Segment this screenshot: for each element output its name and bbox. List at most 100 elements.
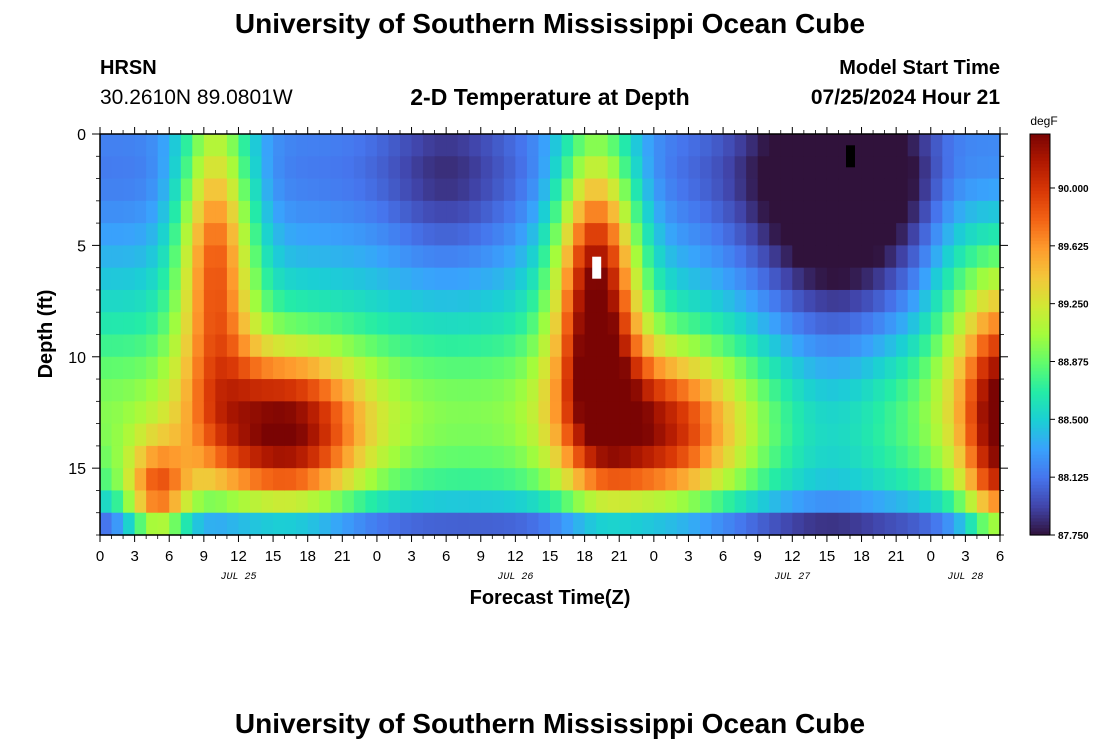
heatmap-cell [896, 401, 909, 425]
heatmap-cell [457, 468, 470, 492]
heatmap-cell [896, 134, 909, 157]
heatmap-cell [284, 445, 297, 469]
heatmap-cell [965, 289, 978, 313]
colorbar-segment [1030, 327, 1050, 332]
heatmap-cell [365, 156, 378, 180]
heatmap-cell [757, 512, 770, 536]
heatmap-cell [873, 379, 886, 402]
heatmap-cell [238, 223, 251, 246]
heatmap-cell [953, 356, 966, 380]
heatmap-cell [226, 512, 240, 536]
heatmap-cell [215, 423, 228, 447]
heatmap-cell [757, 312, 770, 336]
heatmap-cell [919, 379, 932, 402]
heatmap-cell [861, 267, 874, 291]
heatmap-cell [203, 134, 216, 157]
heatmap-cell [884, 423, 897, 447]
heatmap-cell [457, 223, 470, 246]
heatmap-cell [907, 356, 920, 380]
heatmap-cell [180, 134, 193, 157]
heatmap-cell [723, 490, 736, 514]
heatmap-cell [953, 178, 966, 202]
heatmap-cell [630, 445, 643, 469]
heatmap-cell [123, 178, 136, 202]
heatmap-cell [376, 267, 390, 291]
heatmap-cell [469, 423, 482, 447]
heatmap-cell [423, 468, 436, 492]
heatmap-cell [676, 468, 690, 492]
heatmap-cell [700, 289, 713, 313]
heatmap-cell [111, 134, 124, 157]
heatmap-cell [688, 223, 701, 246]
heatmap-cell [711, 223, 724, 246]
heatmap-cell [607, 312, 620, 336]
heatmap-cell [319, 134, 332, 157]
heatmap-cell [146, 334, 159, 358]
heatmap-cell [630, 200, 643, 224]
heatmap-cell [423, 312, 436, 336]
heatmap-cell [261, 134, 274, 157]
heatmap-cell [226, 423, 240, 447]
heatmap-cell [157, 267, 170, 291]
heatmap-cell [723, 200, 736, 224]
heatmap-cell [365, 334, 378, 358]
heatmap-cell [653, 134, 666, 157]
heatmap-cell [757, 200, 770, 224]
heatmap-cell [561, 200, 574, 224]
heatmap-cell [319, 245, 332, 269]
heatmap-cell [365, 200, 378, 224]
heatmap-cell [307, 379, 320, 402]
heatmap-cell [180, 312, 193, 336]
heatmap-cell [538, 512, 551, 536]
heatmap-cell [180, 156, 193, 180]
heatmap-cell [284, 312, 297, 336]
heatmap-cell [423, 379, 436, 402]
heatmap-cell [480, 445, 493, 469]
heatmap-cell [988, 289, 1001, 313]
heatmap-cell [711, 178, 724, 202]
heatmap-cell [492, 512, 505, 536]
colorbar-segment [1030, 294, 1050, 299]
heatmap-cell [630, 334, 643, 358]
heatmap-cell [111, 379, 124, 402]
heatmap-cell [123, 223, 136, 246]
heatmap-cell [169, 267, 182, 291]
heatmap-cell [815, 289, 828, 313]
colorbar-segment [1030, 514, 1050, 519]
heatmap-cell [826, 356, 840, 380]
heatmap-cell [342, 178, 355, 202]
heatmap-cell [180, 490, 193, 514]
heatmap-cell [861, 512, 874, 536]
heatmap-cell [688, 312, 701, 336]
heatmap-cell [976, 512, 990, 536]
heatmap-cell [342, 134, 355, 157]
heatmap-cell [192, 512, 205, 536]
x-tick-label: 18 [576, 548, 593, 565]
heatmap-cell [919, 267, 932, 291]
colorbar-segment [1030, 511, 1050, 516]
heatmap-cell [100, 490, 113, 514]
colorbar-tick-label: 90.000 [1058, 184, 1089, 195]
heatmap-cell [503, 490, 516, 514]
heatmap-cell [723, 223, 736, 246]
heatmap-cell [353, 289, 366, 313]
heatmap-cell [492, 445, 505, 469]
heatmap-cell [976, 445, 990, 469]
y-tick-label: 5 [77, 238, 86, 255]
colorbar-segment [1030, 518, 1050, 523]
heatmap-cell [619, 289, 632, 313]
heatmap-cell [838, 289, 851, 313]
heatmap-cell [769, 223, 782, 246]
heatmap-cell [757, 267, 770, 291]
heatmap-cell [723, 334, 736, 358]
heatmap-cell [803, 312, 816, 336]
heatmap-cell [319, 267, 332, 291]
heatmap-cell [192, 490, 205, 514]
heatmap-cell [688, 512, 701, 536]
heatmap-cell [896, 468, 909, 492]
heatmap-cell [446, 245, 459, 269]
heatmap-cell [365, 223, 378, 246]
heatmap-cell [515, 156, 528, 180]
colorbar-segment [1030, 304, 1050, 309]
x-tick-label: 0 [96, 548, 104, 565]
